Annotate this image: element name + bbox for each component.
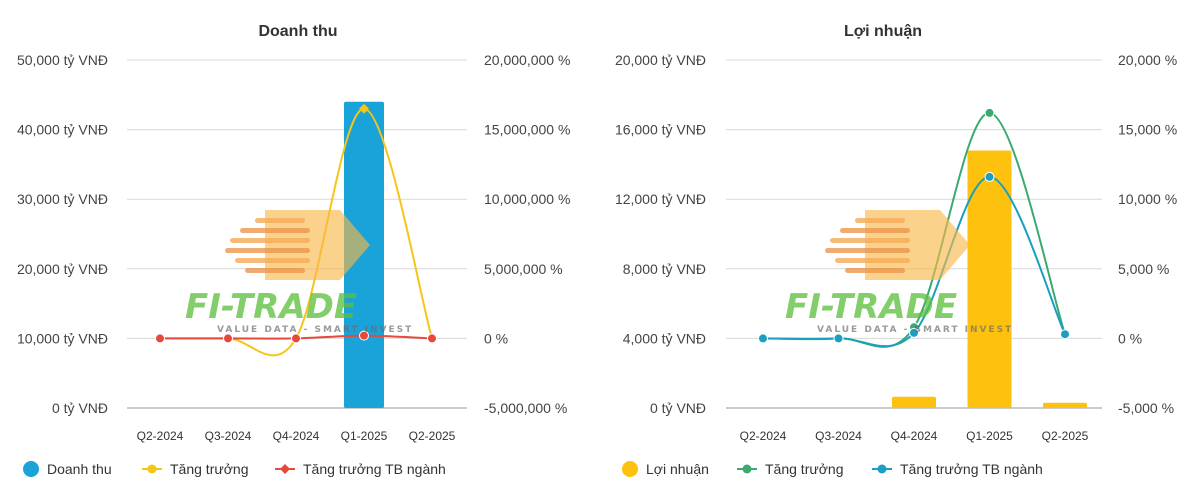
x-axis-tick-label: Q1-2025 bbox=[341, 429, 388, 443]
left-axis-tick-label: 10,000 tỷ VNĐ bbox=[17, 330, 108, 346]
legend-item: Lợi nhuận bbox=[622, 461, 709, 477]
watermark-stripe bbox=[825, 248, 910, 253]
legend-label: Doanh thu bbox=[47, 461, 112, 477]
watermark-stripe bbox=[225, 248, 310, 253]
x-axis-tick-label: Q2-2024 bbox=[740, 429, 787, 443]
watermark-stripe bbox=[840, 228, 910, 233]
left-axis-tick-label: 16,000 tỷ VNĐ bbox=[615, 122, 706, 138]
bar-Q4-2024 bbox=[892, 396, 936, 408]
watermark-stripe bbox=[245, 268, 305, 273]
legend-symbol bbox=[23, 461, 39, 477]
x-axis-tick-label: Q2-2025 bbox=[1042, 429, 1089, 443]
x-axis-tick-label: Q2-2024 bbox=[137, 429, 184, 443]
left-axis-tick-label: 4,000 tỷ VNĐ bbox=[623, 330, 706, 346]
data-point bbox=[223, 333, 233, 344]
right-axis-tick-label: 10,000,000 % bbox=[484, 191, 570, 207]
right-axis-tick-label: 20,000,000 % bbox=[484, 52, 570, 68]
legend-symbol bbox=[742, 464, 752, 474]
legend-label: Tăng trưởng TB ngành bbox=[303, 461, 446, 477]
legend-symbol bbox=[280, 464, 290, 474]
data-point bbox=[359, 330, 369, 341]
right-axis-tick-label: 0 % bbox=[484, 330, 508, 346]
legend-label: Tăng trưởng bbox=[170, 461, 248, 477]
data-point bbox=[291, 333, 301, 344]
watermark-brand-text: FI-TRADE bbox=[785, 287, 957, 327]
watermark-stripe bbox=[830, 238, 910, 243]
legend-label: Tăng trưởng bbox=[765, 461, 843, 477]
legend-label: Tăng trưởng TB ngành bbox=[900, 461, 1043, 477]
left-axis-tick-label: 40,000 tỷ VNĐ bbox=[17, 122, 108, 138]
watermark-tagline-text: VALUE DATA - SMART INVEST bbox=[817, 325, 1013, 335]
chart-panel-1: Doanh thu 50,000 tỷ VNĐ 40,000 tỷ VNĐ 30,00… bbox=[17, 23, 570, 477]
x-axis-tick-label: Q3-2024 bbox=[815, 429, 862, 443]
bar-Q1-2025 bbox=[344, 101, 384, 408]
series-line bbox=[762, 175, 1066, 348]
legend-item: Tăng trưởng TB ngành bbox=[872, 461, 1043, 477]
bar-Q2-2025 bbox=[1043, 402, 1087, 408]
left-axis-tick-label: 12,000 tỷ VNĐ bbox=[615, 191, 706, 207]
legend-symbol bbox=[622, 461, 638, 477]
right-axis-tick-label: 10,000 % bbox=[1118, 191, 1177, 207]
right-axis-tick-label: 5,000,000 % bbox=[484, 261, 563, 277]
data-point bbox=[359, 103, 369, 114]
data-point bbox=[1060, 329, 1070, 340]
right-axis-tick-label: 5,000 % bbox=[1118, 261, 1169, 277]
x-axis-tick-label: Q1-2025 bbox=[966, 429, 1013, 443]
x-axis-tick-label: Q4-2024 bbox=[273, 429, 320, 443]
x-axis-tick-label: Q4-2024 bbox=[891, 429, 938, 443]
chart-title: Doanh thu bbox=[258, 23, 337, 40]
right-axis-tick-label: 0 % bbox=[1118, 330, 1142, 346]
x-axis-tick-label: Q3-2024 bbox=[205, 429, 252, 443]
watermark-stripe bbox=[235, 258, 310, 263]
left-axis-tick-label: 30,000 tỷ VNĐ bbox=[17, 191, 108, 207]
data-point bbox=[909, 327, 919, 338]
watermark-stripe bbox=[835, 258, 910, 263]
x-axis-tick-label: Q2-2025 bbox=[409, 429, 456, 443]
legend-item: Tăng trưởng bbox=[142, 461, 248, 477]
left-axis-tick-label: 8,000 tỷ VNĐ bbox=[623, 261, 706, 277]
watermark-stripe bbox=[230, 238, 310, 243]
data-point bbox=[758, 333, 768, 344]
data-point bbox=[155, 333, 165, 344]
legend-item: Tăng trưởng TB ngành bbox=[275, 461, 446, 477]
left-axis-tick-label: 20,000 tỷ VNĐ bbox=[615, 52, 706, 68]
left-axis-tick-label: 0 tỷ VNĐ bbox=[52, 400, 108, 416]
legend-symbol bbox=[147, 464, 157, 474]
left-axis-tick-label: 20,000 tỷ VNĐ bbox=[17, 261, 108, 277]
watermark-stripe bbox=[855, 218, 905, 223]
data-point bbox=[427, 333, 437, 344]
right-axis-tick-label: 15,000,000 % bbox=[484, 122, 570, 138]
chart-title: Lợi nhuận bbox=[844, 23, 922, 40]
legend-item: Doanh thu bbox=[23, 461, 112, 477]
right-axis-tick-label: 15,000 % bbox=[1118, 122, 1177, 138]
legend-item: Tăng trưởng bbox=[737, 461, 843, 477]
watermark-stripe bbox=[845, 268, 905, 273]
watermark-stripe bbox=[255, 218, 305, 223]
left-axis-tick-label: 0 tỷ VNĐ bbox=[650, 400, 706, 416]
left-axis-tick-label: 50,000 tỷ VNĐ bbox=[17, 52, 108, 68]
legend-symbol bbox=[877, 464, 887, 474]
watermark-stripe bbox=[240, 228, 310, 233]
legend-label: Lợi nhuận bbox=[646, 461, 709, 477]
watermark-tagline-text: VALUE DATA - SMART INVEST bbox=[217, 325, 413, 335]
data-point bbox=[833, 333, 844, 344]
right-axis-tick-label: 20,000 % bbox=[1118, 52, 1177, 68]
data-point bbox=[984, 171, 995, 182]
watermark-brand-text: FI-TRADE bbox=[185, 287, 357, 327]
right-axis-tick-label: -5,000 % bbox=[1118, 400, 1174, 416]
data-point bbox=[984, 107, 995, 118]
right-axis-tick-label: -5,000,000 % bbox=[484, 400, 567, 416]
bar-Q1-2025 bbox=[967, 150, 1012, 409]
